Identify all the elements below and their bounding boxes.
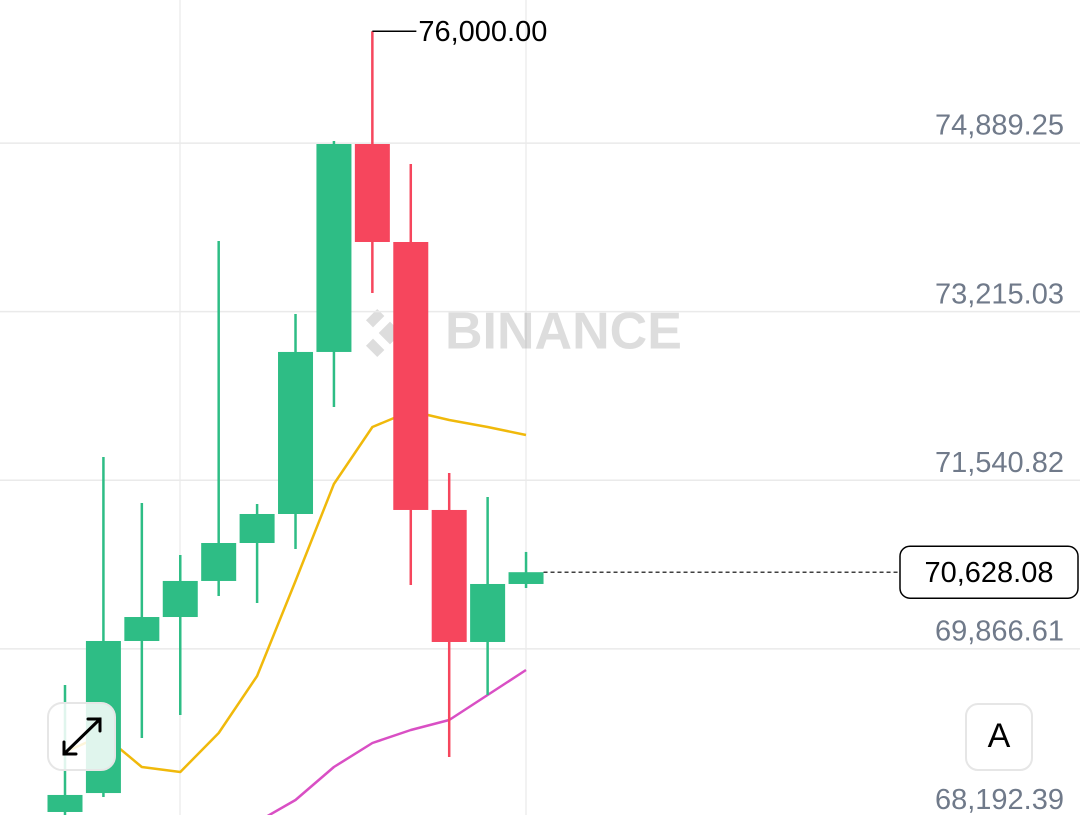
scale-button[interactable]: A — [965, 703, 1033, 771]
y-tick-label: 68,192.39 — [935, 784, 1064, 815]
moving-average-line — [64, 409, 527, 774]
candle-body — [201, 542, 237, 581]
candle-body — [47, 794, 83, 812]
scale-button-bg[interactable] — [965, 703, 1033, 771]
y-tick-label: 71,540.82 — [935, 447, 1064, 479]
high-marker-label: 76,000.00 — [418, 16, 547, 48]
scale-button-label[interactable]: A — [988, 717, 1011, 755]
candle-body — [470, 583, 506, 642]
candle-body — [393, 241, 429, 510]
candle-body — [278, 351, 314, 514]
expand-button[interactable] — [47, 702, 116, 771]
last-price-box — [899, 545, 1079, 599]
candle-body — [431, 509, 467, 642]
last-price-label: 70,628.08 — [924, 557, 1053, 589]
candle-body — [124, 617, 160, 641]
y-tick-label: 73,215.03 — [935, 278, 1064, 310]
y-tick-label: 69,866.61 — [935, 616, 1064, 648]
candle-body — [162, 580, 198, 618]
moving-average-line — [266, 668, 527, 815]
y-tick-label: 74,889.25 — [935, 110, 1064, 142]
candle-body — [354, 144, 390, 242]
expand-icon — [62, 717, 102, 756]
candle-body — [508, 572, 544, 584]
candle-body — [239, 513, 275, 543]
candle-body — [316, 144, 352, 352]
